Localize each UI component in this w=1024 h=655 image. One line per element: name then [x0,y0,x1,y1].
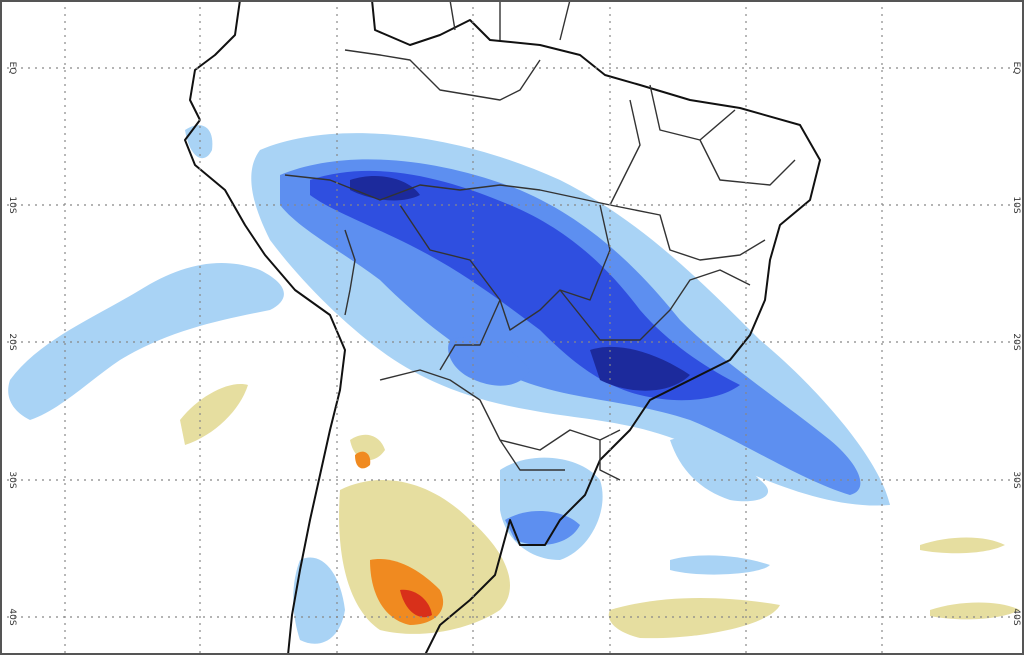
lat-label: 30S [7,471,17,488]
lat-labels: EQ 10S 20S 30S 40S EQ 10S 20S 30S 40S [7,62,1021,626]
lat-label: EQ [7,62,17,75]
coast-patch [185,125,213,159]
pacific-dry [180,384,248,445]
atlantic-area [670,437,769,502]
dark-blue-areas [310,170,740,401]
lat-label: 40S [1011,608,1021,625]
lat-label: EQ [1011,62,1021,75]
lat-label: 20S [1011,333,1021,350]
lat-label: 10S [1011,196,1021,213]
drought-spot [355,451,371,469]
paraguay-area [448,336,530,386]
atlantic-dry [608,598,780,639]
heavy-rain [310,170,740,401]
lat-label: 20S [7,333,17,350]
lat-label: 30S [1011,471,1021,488]
south-patch [293,557,345,644]
lat-label: 40S [7,608,17,625]
country-borders [284,0,796,481]
max-rain-2 [590,346,690,391]
coastline [184,0,821,655]
pacific-band [8,262,284,420]
atlantic-dry-2 [920,537,1005,554]
red-areas [400,589,432,618]
drought-max [400,589,432,618]
atlantic-patch [670,555,770,575]
atlantic-dry-3 [930,602,1020,620]
lat-label: 10S [7,196,17,213]
